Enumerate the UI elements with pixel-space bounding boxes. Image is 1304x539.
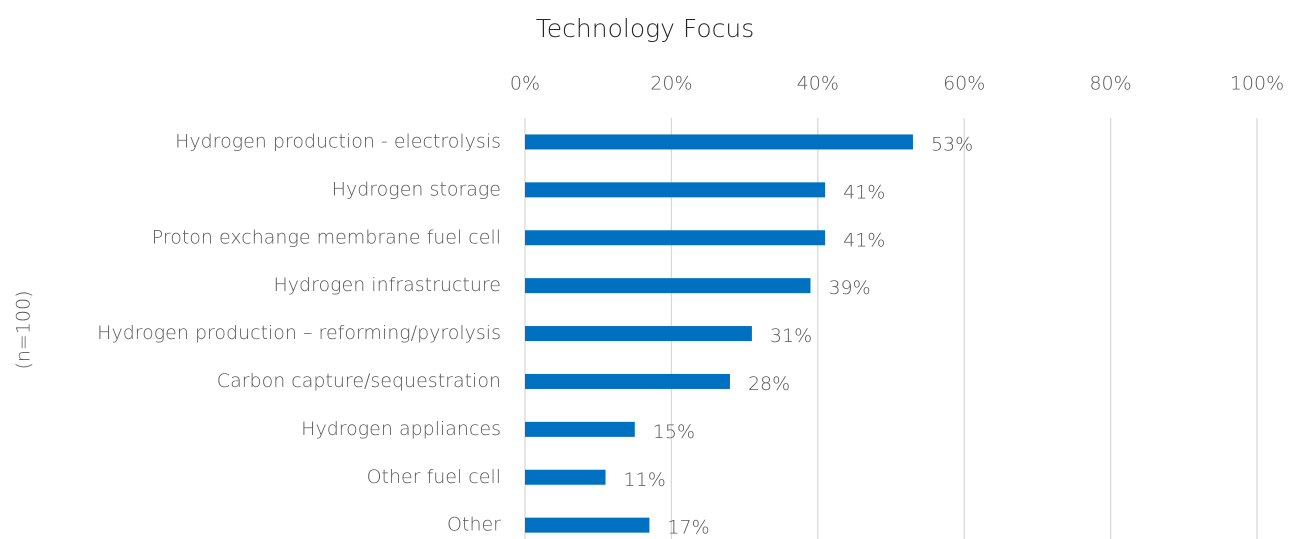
y-tick-label: Hydrogen infrastructure xyxy=(274,274,501,296)
bar xyxy=(525,326,752,342)
data-label: 28% xyxy=(748,373,790,395)
y-tick-label: Hydrogen production - electrolysis xyxy=(175,130,501,152)
bar xyxy=(525,134,913,150)
data-label: 41% xyxy=(843,229,885,251)
data-label: 31% xyxy=(770,325,812,347)
bar xyxy=(525,182,826,198)
y-tick-label: Other xyxy=(447,514,501,536)
x-tick-label: 40% xyxy=(797,73,839,95)
data-label: 15% xyxy=(653,421,695,443)
y-tick-label: Hydrogen storage xyxy=(332,178,501,200)
x-tick-label: 80% xyxy=(1089,73,1131,95)
x-tick-label: 20% xyxy=(650,73,692,95)
y-tick-label: Hydrogen appliances xyxy=(301,418,501,440)
y-tick-label: Hydrogen production – reforming/pyrolysi… xyxy=(97,322,501,344)
x-tick-label: 0% xyxy=(510,73,540,95)
y-tick-label: Carbon capture/sequestration xyxy=(217,370,501,392)
x-tick-label: 60% xyxy=(943,73,985,95)
x-tick-label: 100% xyxy=(1230,73,1284,95)
data-label: 53% xyxy=(931,133,973,155)
bar xyxy=(525,517,650,533)
chart-title: Technology Focus xyxy=(536,14,755,43)
y-tick-label: Other fuel cell xyxy=(367,466,501,488)
data-label: 11% xyxy=(624,469,666,491)
bar xyxy=(525,278,811,294)
y-tick-label: Proton exchange membrane fuel cell xyxy=(152,226,501,248)
bar xyxy=(525,230,826,246)
data-label: 41% xyxy=(843,181,885,203)
bar xyxy=(525,421,635,437)
bar xyxy=(525,469,606,485)
bar xyxy=(525,373,730,389)
data-label: 39% xyxy=(828,277,870,299)
data-label: 17% xyxy=(667,517,709,539)
y-axis-label: (n=100) xyxy=(13,290,35,369)
